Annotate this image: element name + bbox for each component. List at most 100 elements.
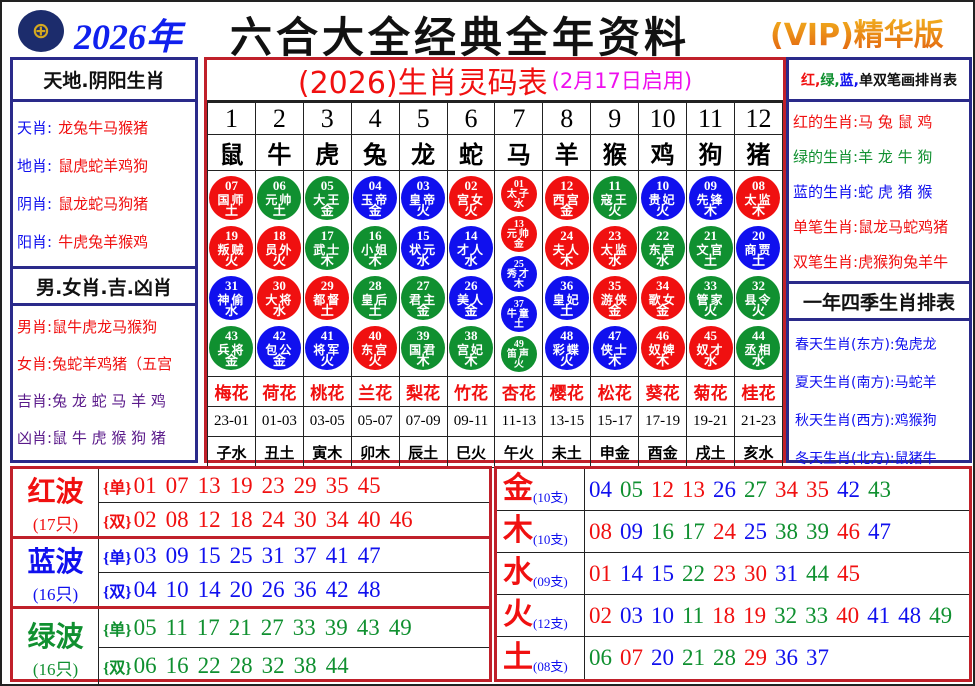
number-ball: 47 侠士木 — [592, 326, 637, 370]
branch-cell: 亥水 — [733, 436, 784, 468]
ball-title: 宫妃 — [456, 343, 485, 357]
wave-number: 11 — [165, 614, 188, 640]
ball-element: 木 — [513, 278, 524, 290]
element-row: 火 (12支) 02 03 10 11 18 19 32 33 40 41 48 49 — [497, 595, 969, 637]
item-value: 鼠虎蛇羊鸡狗 — [58, 156, 149, 175]
ball-element: 火 — [656, 204, 670, 219]
ball-element: 水 — [608, 254, 622, 269]
ball-number: 26 — [464, 278, 478, 293]
branch-cell: 巳火 — [446, 436, 496, 468]
ball-title: 奴才 — [696, 343, 725, 357]
number-ball: 10 贵妃火 — [640, 176, 685, 220]
ball-column: 09 先锋木 21 文官土 33 管家火 45 奴才水 — [686, 170, 735, 377]
element-label: 火 (12支) — [497, 595, 585, 636]
ball-element: 火 — [416, 204, 430, 219]
ball-element: 木 — [368, 254, 382, 269]
ball-element: 木 — [560, 254, 574, 269]
title-part: 单双笔画排肖表 — [858, 72, 957, 89]
element-row: 土 (08支) 06 07 20 21 28 29 36 37 — [497, 637, 969, 679]
element-label: 水 (09支) — [497, 553, 585, 594]
element-name: 土 — [503, 640, 533, 675]
wave-number: 20 — [229, 576, 253, 602]
hours-cell: 13-15 — [542, 406, 592, 437]
ball-element: 金 — [608, 304, 622, 319]
ball-number: 01 — [513, 178, 524, 190]
ball-element: 水 — [751, 354, 765, 369]
wave-number: 23 — [261, 472, 285, 498]
title-part: 绿, — [820, 72, 840, 89]
element-number: 17 — [682, 518, 705, 544]
wave-number: 21 — [228, 614, 252, 640]
element-number: 11 — [682, 602, 705, 628]
ball-number: 32 — [751, 278, 765, 293]
element-count: (10支) — [533, 490, 568, 505]
element-number: 45 — [837, 560, 860, 586]
item-value: 蛇 虎 猪 猴 — [858, 183, 933, 201]
number-ball: 12 西宫金 — [544, 176, 589, 220]
element-number: 35 — [806, 476, 829, 502]
wave-number: 28 — [229, 653, 253, 679]
zodiac-cell: 狗 — [686, 134, 735, 171]
item-value: 龙兔牛马猴猪 — [58, 118, 149, 137]
ball-element: 火 — [608, 204, 622, 219]
ball-number: 12 — [560, 178, 574, 193]
item-label: 女肖: — [17, 355, 53, 373]
ball-title: 彩蝶 — [552, 343, 581, 357]
element-number: 13 — [682, 476, 705, 502]
element-number: 46 — [837, 518, 860, 544]
ball-element: 水 — [416, 254, 430, 269]
item-value: 鼠龙蛇马狗猪 — [58, 194, 149, 213]
ball-title: 管家 — [696, 293, 725, 307]
number-ball: 21 文官土 — [688, 226, 733, 270]
number-ball: 18 员外火 — [257, 226, 302, 270]
wave-number: 40 — [357, 506, 381, 532]
list-item: 天肖: 龙兔牛马猴猪 — [13, 108, 195, 146]
ball-title: 玉帝 — [361, 193, 390, 207]
ball-column: 05 大王金 17 武士木 29 都督土 41 将军火 — [302, 170, 352, 377]
ball-number: 36 — [560, 278, 574, 293]
table-title-main: (2026)生肖灵码表 — [297, 66, 548, 101]
branch-cell: 未土 — [542, 436, 592, 468]
tiandi-yinyang-list: 天肖: 龙兔牛马猴猪 地肖: 鼠虎蛇羊鸡狗 阴肖: 鼠龙蛇马狗猪 阳肖: 牛虎兔羊猴鸡 — [13, 102, 195, 266]
ball-element: 土 — [368, 304, 382, 319]
wave-number: 47 — [357, 542, 381, 568]
item-label: 双笔生肖: — [793, 253, 859, 271]
element-number: 21 — [682, 645, 705, 670]
element-number: 29 — [744, 645, 767, 670]
ball-title: 太监 — [744, 193, 773, 207]
flower-cell: 梨花 — [398, 376, 448, 407]
element-number: 16 — [651, 518, 674, 544]
number-ball: 09 先锋木 — [688, 176, 733, 220]
flower-cell: 桂花 — [733, 376, 784, 407]
item-value: 兔虎龙 — [894, 337, 937, 353]
ball-number: 42 — [272, 328, 286, 343]
ball-title: 皇后 — [361, 293, 390, 307]
element-number: 01 — [589, 560, 612, 586]
column-number: 11 — [686, 102, 735, 135]
ball-number: 30 — [272, 278, 286, 293]
wave-rows: {单} 03 09 15 25 31 37 41 47 {双} 04 10 14 20 26 36 42 48 — [99, 539, 489, 606]
ball-title: 贵妃 — [648, 193, 677, 207]
item-value: 马 兔 鼠 鸡 — [858, 113, 933, 131]
flower-cell: 竹花 — [446, 376, 496, 407]
branch-cell: 卯木 — [350, 436, 400, 468]
element-numbers: 04 05 12 13 26 27 34 35 42 43 — [585, 469, 969, 510]
ball-element: 水 — [513, 198, 524, 210]
wave-number: 18 — [229, 506, 253, 532]
ball-number: 45 — [704, 328, 718, 343]
hours-cell: 07-09 — [398, 406, 448, 437]
number-ball: 19 叛贼火 — [209, 226, 254, 270]
number-ball: 04 玉帝金 — [353, 176, 398, 220]
ball-title: 东宫 — [361, 343, 390, 357]
wave-number: 22 — [197, 653, 221, 679]
element-label: 木 (10支) — [497, 511, 585, 552]
wave-number: 09 — [165, 542, 189, 568]
ball-number: 46 — [656, 328, 670, 343]
element-number: 06 — [589, 645, 612, 670]
ball-number: 13 — [513, 218, 524, 230]
list-item: 凶肖: 鼠 牛 虎 猴 狗 猪 — [13, 419, 195, 456]
wave-number: 34 — [325, 506, 349, 532]
number-ball: 39 国君木 — [401, 326, 446, 370]
element-number: 43 — [868, 476, 891, 502]
element-number: 23 — [713, 560, 736, 586]
